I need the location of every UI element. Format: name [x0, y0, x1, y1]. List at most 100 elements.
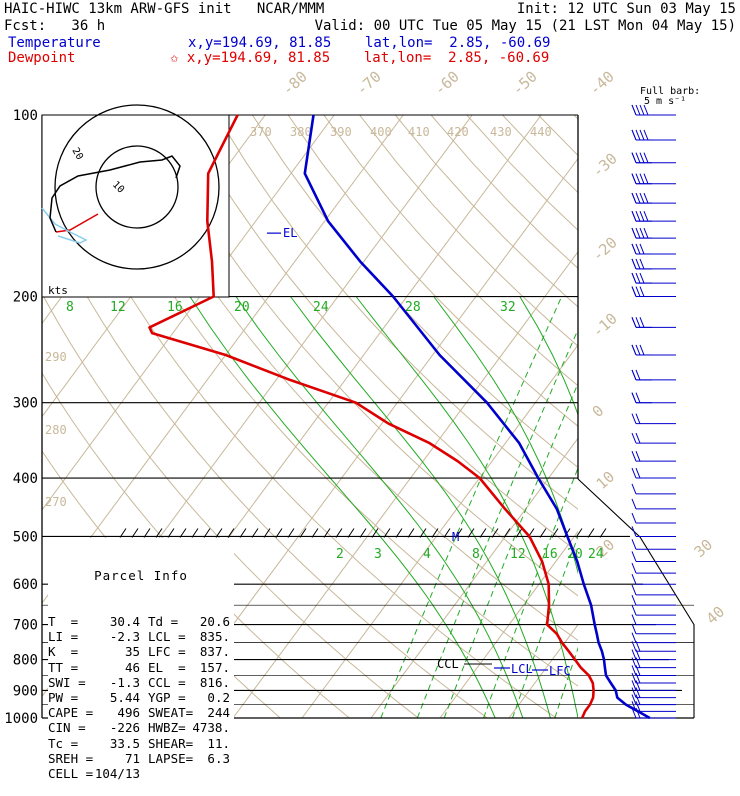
- parcel-value: 244: [207, 705, 230, 720]
- dry-adiabat-line: [503, 115, 740, 718]
- parcel-value: 835.: [200, 629, 230, 644]
- pressure-tick-label: 900: [13, 683, 38, 699]
- barb-flag-upper: [632, 273, 636, 283]
- parcel-value: -2.3: [110, 629, 140, 644]
- parcel-key: Tc =: [48, 736, 78, 751]
- mixing-level-label: M: [452, 530, 459, 544]
- barb-flag: [636, 345, 640, 355]
- barb-flag: [632, 526, 636, 536]
- theta-label: 440: [530, 125, 552, 139]
- dry-adiabat-line: [145, 115, 740, 718]
- barb-flag-upper: [632, 105, 636, 115]
- barb-flag: [636, 105, 640, 115]
- parcel-key: SWEAT=: [148, 705, 193, 720]
- barb-flag: [632, 605, 636, 615]
- mixing-ratio-label: 8: [472, 547, 480, 562]
- barb-flag: [636, 414, 640, 424]
- mixing-ratio-line: [513, 297, 673, 719]
- mixing-ratio-line: [484, 297, 649, 719]
- isotherm-line: [716, 115, 740, 718]
- barb-flag: [644, 211, 648, 221]
- isotherm-label: -80: [279, 67, 311, 99]
- isotherm-line: [233, 115, 679, 718]
- barb-flag: [636, 393, 640, 403]
- barb-flag-upper: [632, 317, 636, 327]
- theta-label: 430: [490, 125, 512, 139]
- barb-flag: [632, 414, 636, 424]
- mixing-ratio-line: [611, 297, 740, 719]
- barb-flag-upper: [632, 174, 636, 184]
- barb-note-2: 5 m s⁻¹: [644, 96, 686, 107]
- mixing-ratio-label: 4: [423, 547, 431, 562]
- barb-flag: [640, 211, 644, 221]
- pressure-tick-label: 100: [13, 108, 38, 124]
- pressure-tick-label: 600: [13, 577, 38, 593]
- hodograph-frame: [42, 115, 229, 297]
- mixing-ratio-line: [631, 297, 740, 719]
- parcel-key: LI =: [48, 629, 78, 644]
- barb-flag: [636, 468, 640, 478]
- barb-flag: [640, 287, 644, 297]
- theta-label: 270: [45, 495, 67, 509]
- mixing-ratio-line: [664, 297, 740, 719]
- barb-flag: [632, 624, 636, 634]
- parcel-value: 11.: [207, 736, 230, 751]
- theta-label: 410: [408, 125, 430, 139]
- theta-label: 370: [250, 125, 272, 139]
- isotherm-label: 0: [589, 402, 608, 421]
- barb-flag-upper: [632, 193, 636, 203]
- parcel-value: 837.: [200, 644, 230, 659]
- barb-flag: [640, 130, 644, 140]
- barb-flag: [636, 273, 640, 283]
- parcel-value: 104/13: [95, 766, 140, 781]
- dry-adiabat-line: [646, 115, 740, 718]
- parcel-key: CCL =: [148, 675, 186, 690]
- barb-flag: [632, 499, 636, 509]
- barb-flag-upper: [632, 345, 636, 355]
- parcel-key: EL =: [148, 660, 186, 675]
- parcel-row: CAPE = 496 SWEAT= 244: [48, 705, 234, 720]
- moist-adiabat-line: [603, 297, 661, 719]
- barb-flag: [644, 174, 648, 184]
- lfc-label: LFC: [549, 664, 571, 678]
- mixing-ratio-label: 8: [66, 300, 74, 315]
- parcel-key: YGP =: [148, 690, 186, 705]
- barb-flag-upper: [632, 130, 636, 140]
- barb-flag: [632, 468, 636, 478]
- theta-label: 380: [290, 125, 312, 139]
- isotherm-label: 30: [691, 536, 716, 561]
- barb-flag: [636, 153, 640, 163]
- barb-flag: [636, 370, 640, 380]
- theta-label: 290: [45, 350, 67, 364]
- parcel-value: 46: [125, 660, 140, 675]
- barb-flag: [640, 345, 644, 355]
- pressure-tick-label: 400: [13, 471, 38, 487]
- isotherm-label: -30: [589, 149, 621, 181]
- dry-adiabat-line: [717, 115, 740, 718]
- parcel-info-title: Parcel Info: [48, 568, 234, 583]
- barb-flag: [640, 153, 644, 163]
- parcel-row: CELL =104/13: [48, 766, 234, 781]
- isotherm-label: -70: [353, 67, 385, 99]
- parcel-value: 71: [125, 751, 140, 766]
- el-label: EL: [283, 226, 297, 240]
- parcel-value: 496: [117, 705, 140, 720]
- moist-adiabat-line: [434, 297, 606, 719]
- moist-adiabat-line: [291, 297, 551, 719]
- barb-flag: [644, 193, 648, 203]
- barb-flag: [632, 574, 636, 584]
- mixing-ratio-label: 12: [110, 300, 126, 315]
- dry-adiabat-line: [538, 115, 740, 718]
- parcel-value: 0.2: [207, 690, 230, 705]
- barb-flag-upper: [632, 211, 636, 221]
- barb-flag: [636, 228, 640, 238]
- parcel-key: CAPE =: [48, 705, 93, 720]
- isotherm-label: -20: [589, 233, 621, 265]
- parcel-key: CIN =: [48, 720, 86, 735]
- theta-label: 390: [330, 125, 352, 139]
